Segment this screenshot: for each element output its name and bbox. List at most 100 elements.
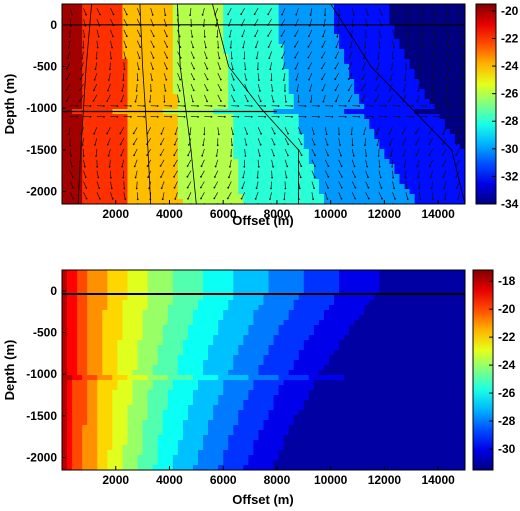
heatmap-cell (152, 169, 159, 175)
vector-arrow (443, 181, 447, 189)
heatmap-cell (419, 74, 426, 80)
heatmap-cell (132, 385, 139, 391)
heatmap-cell (117, 184, 124, 190)
vector-arrow-head (173, 154, 176, 157)
heatmap-cell (444, 134, 451, 140)
heatmap-cell (268, 44, 275, 50)
vector-arrow-head (461, 67, 464, 70)
vector-arrow-head (295, 13, 298, 16)
heatmap-cell (182, 4, 189, 10)
heatmap-cell (233, 179, 239, 185)
heatmap-cell (72, 440, 78, 446)
vector-arrow (311, 192, 314, 200)
vector-arrow-head (338, 133, 340, 136)
heatmap-cell (364, 19, 370, 25)
heatmap-cell (157, 64, 164, 70)
heatmap-cell (318, 194, 325, 200)
heatmap-cell (67, 420, 73, 426)
heatmap-cell (419, 179, 426, 185)
heatmap-cell (384, 94, 391, 100)
heatmap-cell (82, 440, 88, 446)
heatmap-cell (414, 89, 421, 95)
heatmap-cell (409, 184, 416, 190)
heatmap-cell (117, 275, 124, 281)
heatmap-cell (82, 385, 88, 391)
heatmap-cell (162, 49, 169, 55)
vector-arrow-head (434, 57, 437, 59)
vector-arrow-head (270, 187, 272, 190)
heatmap-cell (268, 94, 275, 100)
heatmap-cell (444, 129, 451, 135)
heatmap-cell (208, 99, 214, 105)
heatmap-cell (77, 420, 83, 426)
heatmap-cell (87, 44, 93, 50)
heatmap-cell (172, 199, 179, 204)
heatmap-cell (404, 4, 411, 10)
heatmap-cell (263, 144, 270, 150)
heatmap-cell (92, 445, 98, 451)
heatmap-cell (142, 124, 149, 130)
heatmap-cell (344, 99, 350, 105)
heatmap-cell (92, 420, 98, 426)
heatmap-cell (313, 154, 320, 160)
vector-arrow-head (351, 25, 354, 27)
heatmap-cell (369, 124, 375, 130)
heatmap-cell (374, 29, 380, 35)
heatmap-cell (152, 174, 159, 180)
heatmap-cell (258, 154, 265, 160)
heatmap-cell (429, 39, 436, 45)
heatmap-cell (162, 174, 169, 180)
heatmap-cell (97, 335, 103, 341)
heatmap-cell (112, 194, 119, 200)
heatmap-cell (92, 310, 98, 316)
heatmap-cell (444, 39, 451, 45)
heatmap-cell (298, 104, 305, 110)
heatmap-cell (399, 199, 406, 204)
vector-arrow (217, 40, 219, 48)
heatmap-cell (62, 280, 68, 286)
vector-arrow (271, 170, 273, 178)
vector-arrow (257, 170, 259, 178)
heatmap-cell (349, 84, 355, 90)
heatmap-cell (192, 124, 199, 130)
heatmap-cell (127, 425, 134, 431)
vector-arrow (281, 51, 286, 59)
heatmap-cell (142, 89, 149, 95)
heatmap-cell (87, 34, 93, 40)
heatmap-cell (218, 44, 224, 50)
heatmap-cell (62, 310, 68, 316)
heatmap-cell (313, 19, 320, 25)
heatmap-cell (107, 94, 113, 100)
heatmap-cell (137, 124, 144, 130)
heatmap-cell (404, 84, 411, 90)
colorbar-tick-label: -26 (501, 87, 519, 101)
heatmap-cell (102, 44, 108, 50)
heatmap-cell (122, 440, 129, 446)
heatmap-cell (122, 270, 129, 276)
heatmap-cell (434, 34, 441, 40)
heatmap-cell (147, 104, 154, 110)
heatmap-cell (213, 159, 219, 165)
heatmap-cell (364, 64, 370, 70)
heatmap-cell (112, 285, 119, 291)
heatmap-cell (444, 169, 451, 175)
heatmap-cell (364, 179, 370, 185)
heatmap-cell (102, 179, 108, 185)
vector-arrow-head (96, 165, 99, 168)
heatmap-cell (208, 4, 214, 10)
vector-arrow (308, 29, 313, 37)
heatmap-cell (419, 49, 426, 55)
heatmap-cell (122, 445, 129, 451)
heatmap-cell (409, 194, 416, 200)
vector-arrow (338, 148, 342, 156)
heatmap-cell (177, 14, 184, 20)
heatmap-cell (308, 184, 315, 190)
vector-arrow-head (425, 105, 428, 107)
heatmap-cell (67, 144, 73, 150)
heatmap-cell (107, 410, 113, 416)
heatmap-cell (288, 54, 295, 60)
heatmap-cell (454, 84, 461, 90)
vector-arrow-head (269, 68, 272, 71)
vector-arrow-head (193, 67, 196, 70)
vector-arrow-head (192, 100, 194, 103)
